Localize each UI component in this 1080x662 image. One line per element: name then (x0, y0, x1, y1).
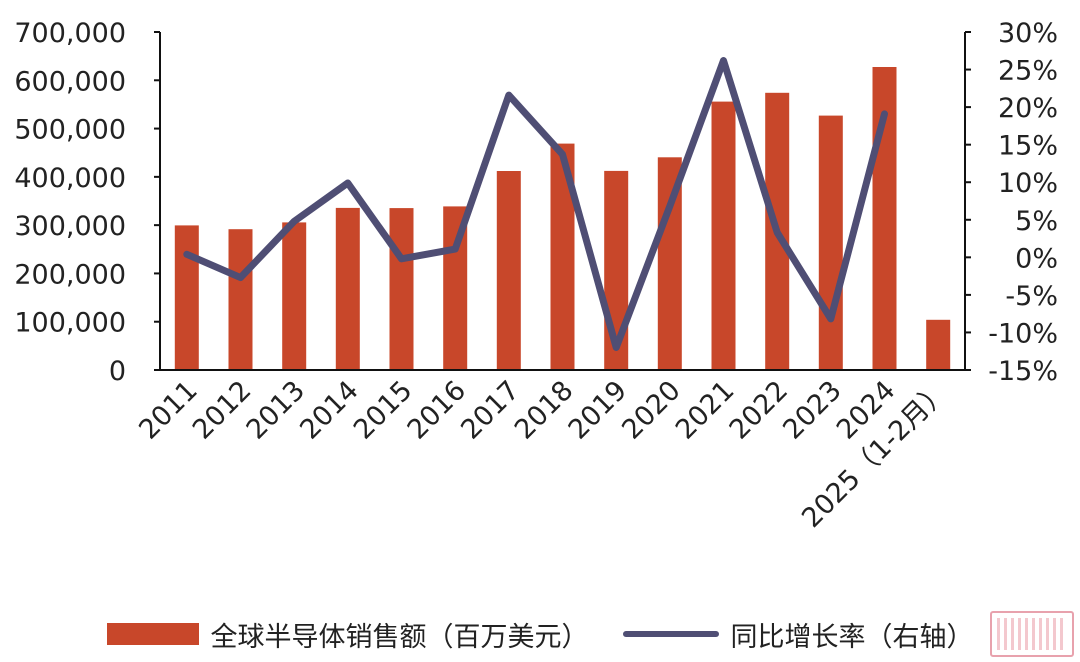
right-tick-label: 15% (998, 131, 1058, 162)
left-tick-label: 100,000 (14, 308, 126, 339)
tick-labels: 0 100,000 200,000 300,000 400,000 500,000 600,… (14, 18, 1058, 534)
bars-layer (174, 67, 951, 371)
watermark-texture (997, 618, 1067, 650)
growth-line-layer (183, 57, 888, 351)
left-tick-label: 200,000 (14, 259, 126, 290)
category-label: 2011 (133, 375, 204, 446)
sales-bar (818, 115, 843, 370)
left-tick-label: 600,000 (14, 66, 126, 97)
left-tick-label: 0 (109, 356, 126, 387)
line-swatch-icon (622, 631, 719, 637)
sales-bar (711, 101, 736, 370)
category-label: 2012 (187, 375, 258, 446)
right-tick-label: -5% (1005, 281, 1058, 312)
legend-item-sales: 全球半导体销售额（百万美元） (106, 615, 589, 654)
right-tick-label: -10% (988, 318, 1058, 349)
sales-bar (228, 229, 253, 370)
left-tick-label: 700,000 (14, 18, 126, 49)
right-tick-label: 20% (998, 93, 1058, 124)
right-tick-label: 10% (998, 168, 1058, 199)
right-tick-label: 0% (1015, 243, 1058, 274)
category-label: 2018 (509, 375, 580, 446)
legend-label-sales: 全球半导体销售额（百万美元） (210, 621, 589, 653)
category-label: 2021 (670, 375, 741, 446)
category-label: 2022 (724, 375, 795, 446)
left-tick-label: 400,000 (14, 163, 126, 194)
growth-line (183, 57, 888, 351)
category-label: 2013 (241, 375, 312, 446)
sales-bar (335, 207, 360, 370)
sales-bar (282, 222, 307, 370)
category-label: 2015 (348, 375, 419, 446)
axes-layer (154, 31, 971, 371)
watermark-stamp-icon (990, 611, 1074, 657)
category-label: 2014 (294, 375, 365, 446)
sales-bar (496, 171, 521, 370)
category-label: 2020 (616, 375, 687, 446)
sales-bar (389, 208, 414, 370)
sales-bar (926, 319, 951, 370)
left-tick-label: 500,000 (14, 115, 126, 146)
category-label: 2016 (402, 375, 473, 446)
combo-chart: 0 100,000 200,000 300,000 400,000 500,000 600,… (14, 18, 1058, 534)
category-label: 2023 (777, 375, 848, 446)
right-tick-label: -15% (988, 356, 1058, 387)
right-tick-label: 5% (1015, 206, 1058, 237)
legend-item-growth: 同比增长率（右轴） (622, 615, 974, 654)
sales-bar (174, 225, 199, 370)
right-tick-label: 25% (998, 56, 1058, 87)
category-label: 2019 (563, 375, 634, 446)
bar-swatch-icon (106, 623, 199, 645)
legend-label-growth: 同比增长率（右轴） (730, 621, 974, 653)
left-tick-label: 300,000 (14, 211, 126, 242)
right-tick-label: 30% (998, 18, 1058, 49)
category-label: 2017 (455, 375, 526, 446)
legend: 全球半导体销售额（百万美元） 同比增长率（右轴） (0, 612, 1080, 656)
